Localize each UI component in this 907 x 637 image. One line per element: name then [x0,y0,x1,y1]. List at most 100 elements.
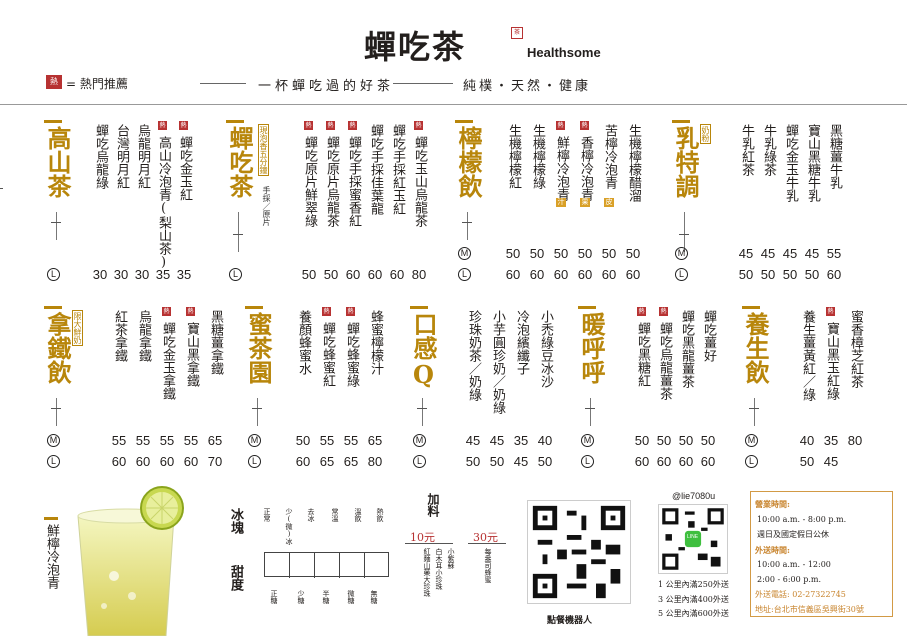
price-l: 60 [183,454,199,469]
category-tag: 限大鮮奶 [72,310,83,346]
price-m: 40 [537,433,553,448]
price-m: 40 [799,433,815,448]
menu-item: 小芋圓珍奶／奶綠 [490,310,505,414]
price-l: 60 [295,454,311,469]
line-id: @lie7080u [672,491,716,501]
price-l: 30 [113,267,129,282]
price-l: 30 [92,267,108,282]
price-l: 80 [367,454,383,469]
menu-item: 蜜香樟芝紅茶 [848,310,863,388]
price-m: 55 [319,433,335,448]
menu-item: 烏龍明月紅 [135,124,150,189]
ice-option: 去冰 [307,508,315,522]
qr-pattern [659,505,727,573]
price-m: 65 [207,433,223,448]
category-line-end [585,408,595,409]
category-tag: 奶粉 [700,124,711,144]
price-m: 50 [529,246,545,261]
size-l-icon: L [229,268,242,281]
size-m-icon: M [248,434,261,447]
category-title: 暖呼呼 [577,312,606,384]
price-m: 50 [634,433,650,448]
menu-item: 養顏蜂蜜水 [296,310,311,375]
price-m: 45 [489,433,505,448]
hot-icon: 熱 [186,307,195,316]
hot-icon: 熱 [162,307,171,316]
price-l: 50 [738,267,754,282]
menu-item: 寶山黑玉紅綠 [824,322,839,400]
menu-item: 黑糖薑牛乳 [827,124,842,189]
ice-option: 熱飲 [376,508,384,522]
price-m: 45 [738,246,754,261]
qr-pattern [528,501,630,603]
size-l-icon: L [581,455,594,468]
category-title: 養生飲 [741,312,770,384]
size-m-icon: M [413,434,426,447]
category-title: 高山茶 [43,126,72,198]
price-m: 45 [465,433,481,448]
category-title: 檸檬飲 [454,126,483,198]
price-m: 55 [111,433,127,448]
line-qr-code[interactable] [658,504,728,574]
price-l: 60 [656,454,672,469]
size-l-icon: L [47,268,60,281]
category-subtitle: 手採／原片 [262,186,271,226]
category-line [754,398,755,426]
price-l: 60 [634,454,650,469]
divider [468,543,506,544]
hot-icon: 熱 [414,121,423,130]
price-l: 60 [135,454,151,469]
price-l: 60 [111,454,127,469]
category-bar [742,306,760,309]
menu-item: 紅茶拿鐵 [112,310,127,362]
store-info-box [750,491,893,617]
price-l: 70 [207,454,223,469]
category-bar [455,120,473,123]
price-l: 65 [343,454,359,469]
category-line-end [417,408,427,409]
ice-option: 少(微)冰 [285,508,293,545]
menu-item: 生機檸檬紅 [506,124,521,189]
price-l: 65 [319,454,335,469]
category-bar [245,306,263,309]
addon-label: 加料 [426,493,440,517]
category-line-end [51,408,61,409]
price-l: 45 [513,454,529,469]
menu-item: 蜂蜜檸檬汁 [368,310,383,375]
price-m: 55 [183,433,199,448]
menu-item: 香檸冷泡青 [578,136,593,201]
menu-item: 烏龍拿鐵 [136,310,151,362]
category-line [56,212,57,240]
slogan-values: 純樸・天然・健康 [463,79,592,94]
category-line-end [462,222,472,223]
price-m: 50 [601,246,617,261]
addon-item: 每盎司蜂蜜 [484,548,492,583]
menu-item: 鮮檸冷泡青 [554,136,569,201]
category-bar [44,306,62,309]
price-l: 60 [389,267,405,282]
flavor-badge: 果 [580,198,590,207]
category-title: 拿鐵飲 [43,312,72,384]
brand-name-en: Healthsome [527,45,601,60]
menu-item: 蟬吃烏龍薑茶 [657,322,672,400]
category-bar [578,306,596,309]
price-l: 35 [155,267,171,282]
hours-label: 營業時間: [755,499,790,509]
category-line [56,398,57,426]
size-l-icon: L [413,455,426,468]
price-l: 60 [159,454,175,469]
price-m: 45 [804,246,820,261]
order-qr-code[interactable] [527,500,631,604]
category-line-end [252,408,262,409]
menu-item: 蟬吃原片烏龍茶 [324,136,339,227]
hot-icon: 熱 [826,307,835,316]
price-l: 60 [625,267,641,282]
price-l: 60 [345,267,361,282]
delivery-rule: 3 公里內滿400外送 [658,595,729,604]
addon-price-1: 10元 [410,531,435,544]
price-l: 50 [489,454,505,469]
price-l: 60 [678,454,694,469]
addon-item: 白木耳小珍珠 [435,548,443,590]
divider [393,83,453,84]
menu-item: 蟬吃黑糖紅 [635,322,650,387]
